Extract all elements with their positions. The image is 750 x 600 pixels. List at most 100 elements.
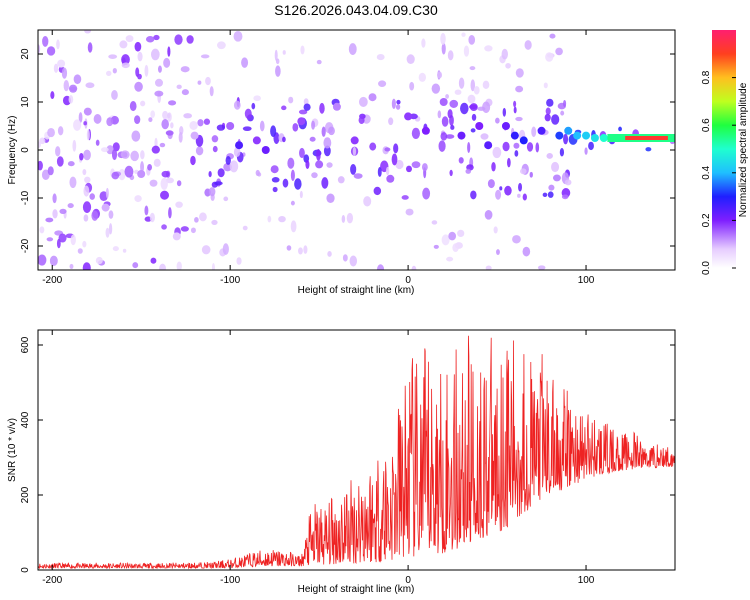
spectrogram-speckle — [52, 209, 58, 219]
spectrogram-speckle — [431, 83, 441, 94]
spectrogram-speckle — [194, 217, 199, 223]
spectrogram-speckle — [564, 179, 572, 186]
spectrogram-speckle — [447, 50, 454, 61]
spectrogram-blob — [252, 136, 261, 145]
spectrogram-speckle — [160, 190, 170, 200]
spectrogram-y-tick-label: 20 — [20, 48, 31, 60]
spectrogram-speckle — [522, 193, 527, 201]
colorbar-tick-label: 0.2 — [701, 213, 712, 227]
spectrogram-speckle — [563, 133, 569, 145]
spectrogram-speckle — [348, 43, 357, 55]
spectrogram-speckle — [353, 173, 363, 179]
spectrogram-speckle — [129, 101, 137, 112]
spectrogram-blob — [537, 126, 546, 135]
spectrogram-speckle — [502, 141, 510, 152]
spectrogram-speckle — [82, 168, 87, 176]
spectrogram-speckle — [61, 67, 68, 79]
spectrogram-speckle — [524, 40, 532, 50]
spectrogram-speckle — [342, 254, 348, 262]
spectrogram-speckle — [147, 164, 153, 171]
spectrogram-speckle — [134, 115, 141, 124]
spectrogram-speckle — [168, 207, 172, 219]
spectrogram-speckle — [470, 128, 476, 133]
spectrogram-speckle — [311, 120, 316, 130]
spectrogram-x-axis-label: Height of straight line (km) — [298, 285, 415, 296]
spectrogram-speckle — [255, 169, 260, 177]
spectrogram-speckle — [83, 185, 90, 197]
spectrogram-speckle — [67, 161, 75, 167]
spectrogram-speckle — [244, 108, 252, 119]
spectrogram-speckle — [106, 117, 114, 127]
spectrogram-blob — [573, 131, 582, 140]
spectrogram-speckle — [514, 150, 519, 157]
spectrogram-speckle — [422, 187, 431, 200]
spectrogram-speckle — [89, 193, 95, 200]
spectrogram-speckle — [49, 255, 58, 266]
spectrogram-speckle — [457, 229, 465, 238]
spectrogram-speckle — [68, 95, 74, 104]
spectrogram-speckle — [105, 187, 109, 199]
spectrogram-speckle — [341, 215, 346, 223]
spectrogram-blob — [386, 174, 395, 183]
spectrogram-y-tick-label: -20 — [20, 238, 31, 253]
spectrogram-speckle — [515, 85, 524, 93]
spectrogram-speckle — [321, 126, 326, 137]
spectrogram-speckle — [544, 113, 551, 122]
spectrogram-speckle — [584, 147, 588, 155]
spectrogram-speckle — [106, 145, 114, 155]
spectrogram-speckle — [526, 142, 534, 152]
spectrogram-speckle — [134, 81, 143, 92]
spectrogram-speckle — [149, 179, 158, 187]
spectrogram-speckle — [38, 44, 41, 54]
snr-y-axis-label: SNR (10 * v/v) — [7, 418, 18, 482]
spectrogram-speckle — [309, 136, 316, 142]
spectrogram-speckle — [140, 161, 144, 173]
spectrogram-speckle — [292, 123, 299, 132]
snr-x-tick-label: -200 — [42, 575, 62, 586]
spectrogram-speckle — [111, 90, 118, 100]
spectrogram-speckle — [176, 84, 182, 90]
spectrogram-speckle — [409, 81, 415, 91]
spectrogram-speckle — [645, 147, 652, 152]
snr-y-tick-label: 0 — [20, 567, 31, 573]
spectrogram-speckle — [190, 155, 196, 166]
spectrogram-speckle — [405, 208, 414, 216]
spectrogram-speckle — [87, 42, 93, 53]
spectrogram-speckle — [154, 90, 164, 97]
spectrogram-speckle — [134, 41, 142, 52]
spectrogram-speckle — [531, 126, 537, 138]
spectrogram-speckle — [233, 31, 243, 42]
spectrogram-speckle — [91, 210, 99, 221]
spectrogram-speckle — [211, 263, 215, 270]
spectrogram-blob — [332, 102, 341, 111]
spectrogram-speckle — [45, 217, 54, 223]
spectrogram-speckle — [303, 103, 311, 111]
spectrogram-speckle — [445, 94, 449, 99]
spectrogram-speckle — [437, 110, 442, 119]
spectrogram-blob — [404, 112, 413, 121]
spectrogram-speckle — [111, 149, 118, 161]
spectrogram-speckle — [209, 86, 214, 97]
spectrogram-speckle — [82, 240, 87, 248]
spectrogram-speckle — [323, 145, 331, 157]
spectrogram-speckle — [84, 176, 91, 184]
spectrogram-speckle — [452, 243, 459, 253]
spectrogram-speckle — [507, 157, 511, 168]
spectrogram-speckle — [159, 142, 166, 148]
spectrogram-speckle — [473, 85, 480, 95]
spectrogram-speckle — [421, 38, 426, 48]
spectrogram-speckle — [377, 167, 382, 177]
spectrogram-speckle — [124, 165, 134, 178]
spectrogram-speckle — [391, 98, 396, 110]
spectrogram-speckle — [95, 256, 103, 265]
spectrogram-speckle — [495, 117, 500, 124]
spectrogram-speckle — [421, 163, 428, 172]
spectrogram-speckle — [298, 247, 303, 255]
spectrogram-speckle — [57, 126, 64, 136]
spectrogram-speckle — [77, 248, 83, 254]
spectrogram-speckle — [518, 182, 523, 192]
spectrogram-speckle — [346, 212, 354, 224]
spectrogram-speckle — [505, 62, 511, 69]
spectrogram-speckle — [165, 130, 174, 136]
spectrogram-speckle — [56, 156, 64, 167]
